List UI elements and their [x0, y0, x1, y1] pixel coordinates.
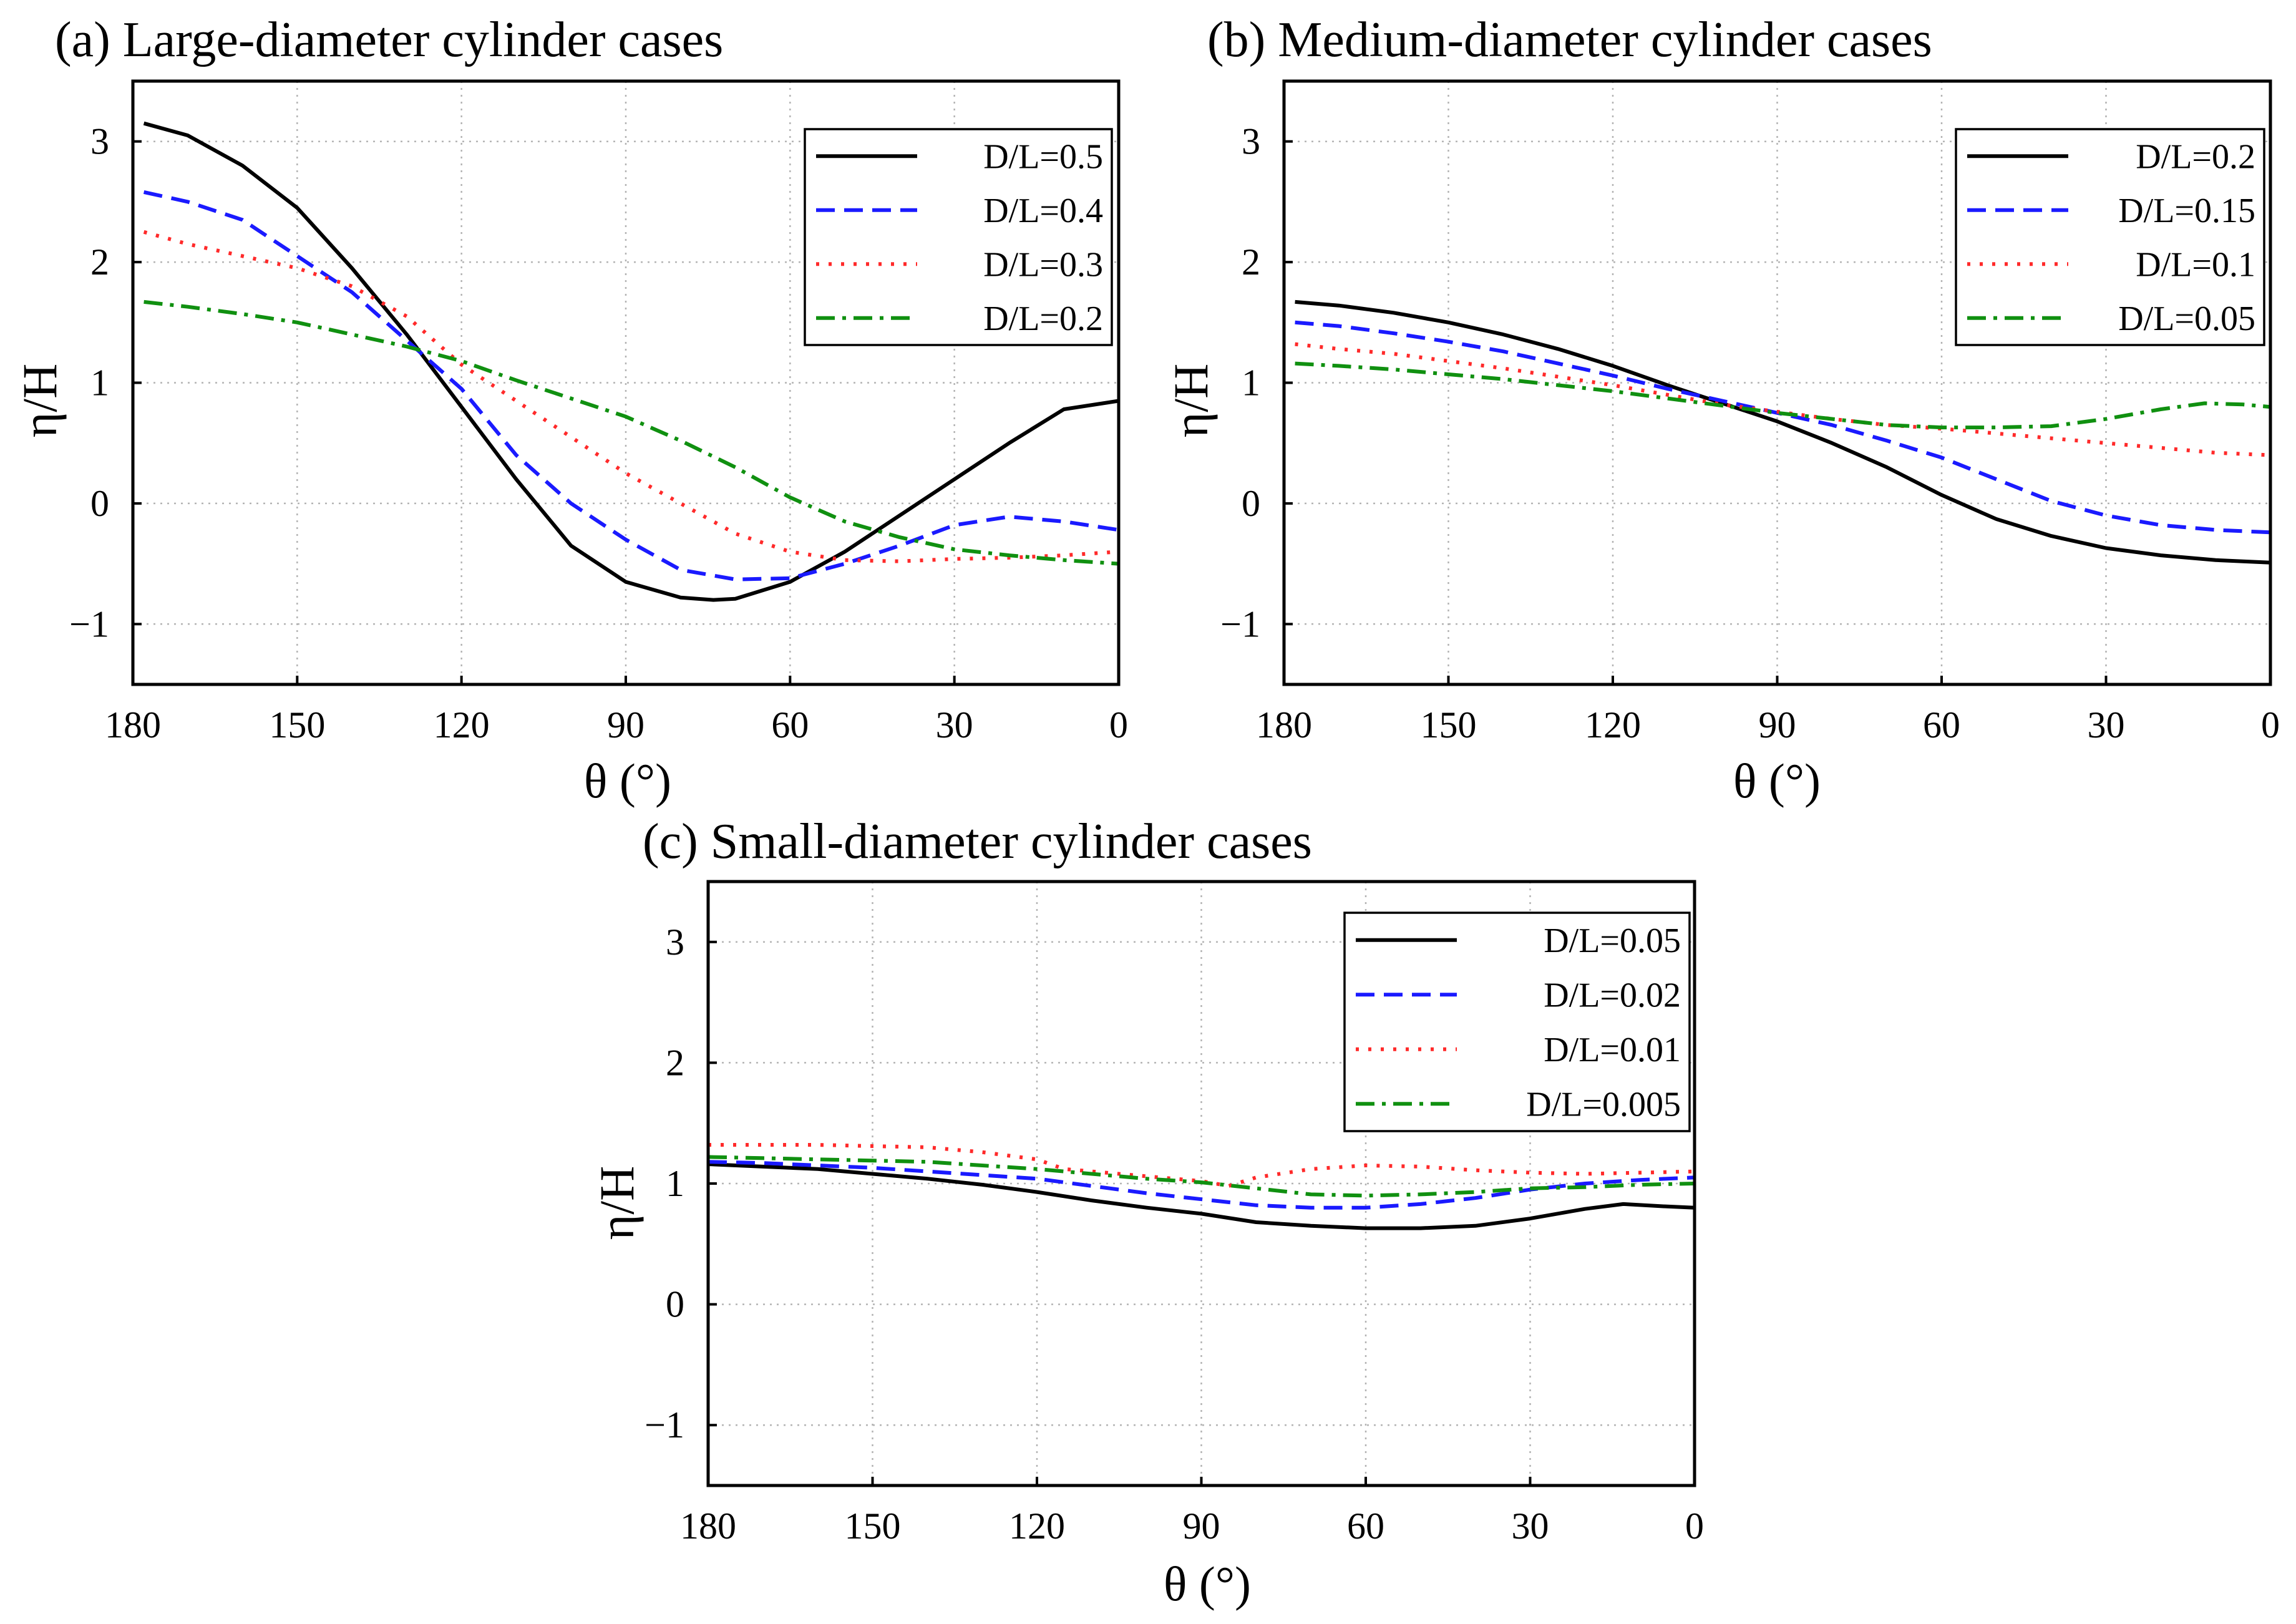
legend-label: D/L=0.1: [2136, 245, 2255, 284]
series-line-d-l-0-05: [1295, 361, 2271, 430]
x-tick-label: 60: [771, 704, 809, 746]
x-tick-label: 150: [269, 704, 325, 746]
panel-a-legend: D/L=0.5 D/L=0.4 D/L=0.3 D/L=0.2: [804, 128, 1113, 346]
x-tick-label: 120: [1009, 1505, 1065, 1547]
panel-c-title: (c) Small-diameter cylinder cases: [643, 814, 1312, 869]
series-line-d-l-0-2: [1295, 299, 2271, 565]
y-tick-label: −1: [1220, 603, 1260, 644]
y-tick-label: 2: [1242, 241, 1260, 283]
panel-c-ticks: 180 150 120 90 60 30 0 −1 0 1 2 3: [645, 921, 1704, 1547]
y-tick-label: 1: [90, 362, 109, 404]
panel-b-legend: D/L=0.2 D/L=0.15 D/L=0.1 D/L=0.05: [1955, 128, 2265, 346]
legend-label: D/L=0.02: [1544, 976, 1681, 1014]
x-tick-label: 180: [1256, 704, 1312, 746]
legend-label: D/L=0.15: [2118, 192, 2255, 230]
y-tick-label: −1: [69, 603, 109, 644]
panel-a-title: (a) Large-diameter cylinder cases: [55, 12, 723, 67]
panel-c-y-axis-label: η/H: [590, 1166, 644, 1240]
legend-label: D/L=0.4: [983, 192, 1103, 230]
series-line-d-l-0-1: [1295, 342, 2271, 457]
series-line-d-l-0-05: [708, 1162, 1695, 1230]
legend-label: D/L=0.2: [983, 299, 1103, 338]
legend-label: D/L=0.05: [1544, 921, 1681, 960]
x-tick-label: 90: [1759, 704, 1796, 746]
legend-box: [1343, 912, 1691, 1132]
x-tick-label: 120: [1585, 704, 1641, 746]
x-tick-label: 30: [2088, 704, 2125, 746]
series-line-d-l-0-2: [144, 299, 1119, 566]
y-tick-label: 0: [666, 1284, 684, 1325]
panel-c-x-axis-label: θ (°): [1164, 1557, 1251, 1611]
legend-label: D/L=0.005: [1526, 1085, 1681, 1124]
x-tick-label: 90: [1183, 1505, 1220, 1547]
series-line-d-l-0-005: [708, 1155, 1695, 1198]
legend-box: [804, 128, 1113, 346]
y-tick-label: 0: [1242, 483, 1260, 524]
y-tick-label: 1: [666, 1163, 684, 1204]
series-line-d-l-0-4: [143, 190, 1119, 581]
y-tick-label: 2: [666, 1042, 684, 1083]
x-tick-label: 0: [1685, 1505, 1704, 1547]
legend-label: D/L=0.3: [983, 245, 1103, 284]
panel-a-ticks: 180 150 120 90 60 30 0 −1 0 1 2 3: [69, 121, 1128, 746]
legend-label: D/L=0.05: [2118, 299, 2255, 338]
panel-b-title: (b) Medium-diameter cylinder cases: [1207, 12, 1932, 67]
y-tick-label: −1: [645, 1404, 684, 1446]
y-tick-label: 1: [1242, 362, 1260, 404]
x-tick-label: 60: [1923, 704, 1960, 746]
y-tick-label: 3: [1242, 121, 1260, 162]
legend-label: D/L=0.2: [2136, 137, 2255, 176]
panel-b: (b) Medium-diameter cylinder cases θ (°)…: [1164, 12, 2280, 808]
x-tick-label: 150: [1421, 704, 1477, 746]
series-line-d-l-0-5: [143, 121, 1119, 602]
legend-label: D/L=0.01: [1544, 1031, 1681, 1069]
x-tick-label: 60: [1347, 1505, 1384, 1547]
panel-b-ticks: 180 150 120 90 60 30 0 −1 0 1 2 3: [1220, 121, 2280, 746]
x-tick-label: 0: [1109, 704, 1128, 746]
x-tick-label: 180: [105, 704, 161, 746]
y-tick-label: 0: [90, 483, 109, 524]
x-tick-label: 90: [607, 704, 645, 746]
panel-a: (a) Large-diameter cylinder cases θ (°) …: [12, 12, 1128, 808]
panel-a-y-axis-label: η/H: [12, 364, 67, 438]
panel-b-series: [1295, 299, 2271, 565]
x-tick-label: 30: [936, 704, 973, 746]
y-tick-label: 2: [90, 241, 109, 283]
panel-b-y-axis-label: η/H: [1164, 364, 1218, 438]
panel-b-x-axis-label: θ (°): [1733, 754, 1821, 808]
legend-label: D/L=0.5: [983, 137, 1103, 176]
x-tick-label: 150: [845, 1505, 901, 1547]
y-tick-label: 3: [666, 921, 684, 963]
panel-c: (c) Small-diameter cylinder cases θ (°) …: [590, 814, 1704, 1611]
x-tick-label: 30: [1512, 1505, 1549, 1547]
x-tick-label: 0: [2261, 704, 2280, 746]
panel-c-legend: D/L=0.05 D/L=0.02 D/L=0.01 D/L=0.005: [1343, 912, 1691, 1132]
panel-a-x-axis-label: θ (°): [584, 754, 671, 808]
panel-c-series: [708, 1143, 1695, 1230]
x-tick-label: 120: [434, 704, 490, 746]
x-tick-label: 180: [680, 1505, 736, 1547]
y-tick-label: 3: [90, 121, 109, 162]
legend-box: [1955, 128, 2265, 346]
panel-a-series: [143, 121, 1119, 602]
